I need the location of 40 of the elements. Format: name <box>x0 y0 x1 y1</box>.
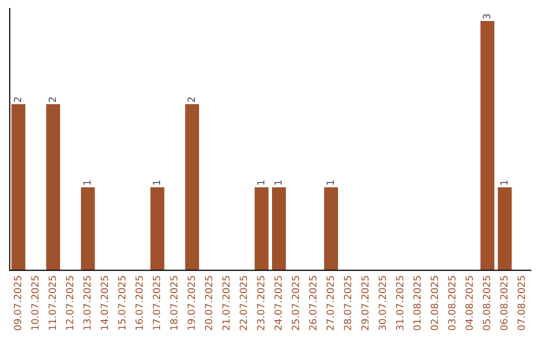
x-tick-label: 23.07.2025 <box>257 276 264 330</box>
x-tick-label: 05.08.2025 <box>482 276 490 330</box>
x-tick-label: 07.08.2025 <box>518 276 525 330</box>
x-tick-label: 19.07.2025 <box>188 276 195 330</box>
x-tick-label: 03.08.2025 <box>448 276 456 330</box>
data-label: 1 <box>274 180 282 185</box>
x-tick-label: 09.07.2025 <box>14 276 22 330</box>
x-tick-label: 06.08.2025 <box>500 276 508 330</box>
x-tick-label: 17.07.2025 <box>152 276 160 330</box>
x-tick-label: 11.07.2025 <box>48 276 56 330</box>
data-label: 1 <box>257 180 264 185</box>
x-tick-label: 24.07.2025 <box>274 276 282 330</box>
x-tick-label: 13.07.2025 <box>83 276 91 330</box>
x-tick-label: 30.07.2025 <box>378 276 386 330</box>
x-tick-label: 26.07.2025 <box>309 276 317 330</box>
x-tick-label: 31.07.2025 <box>396 276 404 330</box>
x-tick-label: 29.07.2025 <box>361 276 369 330</box>
x-tick-label: 10.07.2025 <box>31 276 39 330</box>
data-label: 2 <box>48 97 56 102</box>
x-tick-label: 21.07.2025 <box>222 276 230 330</box>
x-tick-label: 02.08.2025 <box>430 276 438 330</box>
data-label: 1 <box>83 180 91 185</box>
data-label: 2 <box>188 97 195 102</box>
data-label: 2 <box>14 97 22 102</box>
x-tick-label: 20.07.2025 <box>204 276 212 330</box>
x-tick-label: 28.07.2025 <box>344 276 352 330</box>
x-tick-label: 01.08.2025 <box>413 276 421 330</box>
x-tick-label: 18.07.2025 <box>170 276 178 330</box>
data-label: 3 <box>482 14 490 19</box>
x-tick-label: 12.07.2025 <box>66 276 74 330</box>
x-tick-label: 14.07.2025 <box>100 276 108 330</box>
x-tick-label: 16.07.2025 <box>135 276 143 330</box>
x-tick-label: 25.07.2025 <box>292 276 300 330</box>
data-label: 1 <box>152 180 160 185</box>
data-label: 1 <box>326 180 334 185</box>
x-tick-label: 15.07.2025 <box>118 276 126 330</box>
x-tick-label: 27.07.2025 <box>326 276 334 330</box>
x-tick-label: 04.08.2025 <box>465 276 473 330</box>
data-label: 1 <box>500 180 508 185</box>
x-tick-label: 22.07.2025 <box>240 276 248 330</box>
